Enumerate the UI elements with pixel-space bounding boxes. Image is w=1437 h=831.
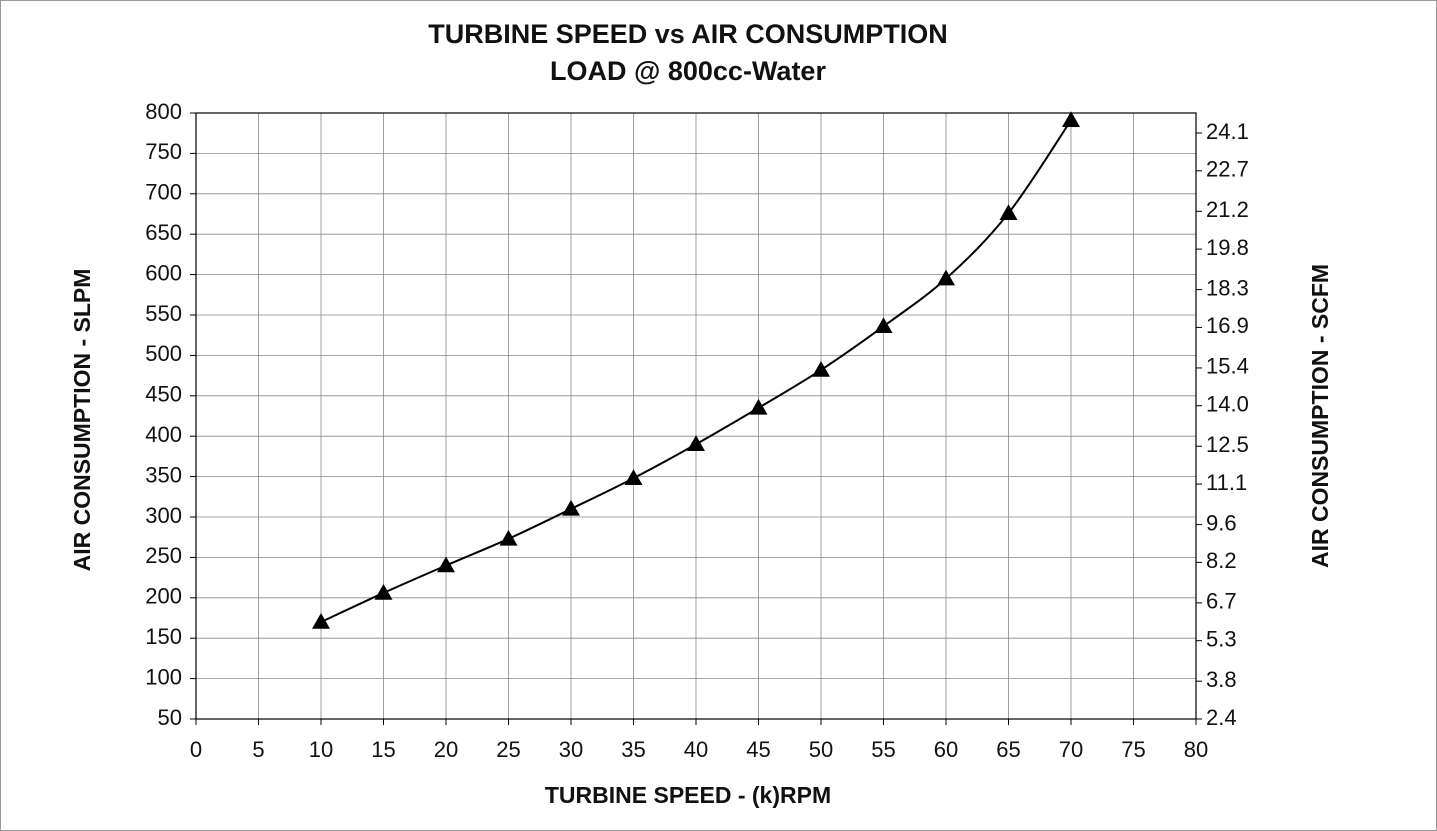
x-tick-label: 40	[684, 737, 708, 762]
y-tick-label: 300	[145, 503, 182, 528]
x-tick-label: 45	[746, 737, 770, 762]
y-tick-label: 600	[145, 260, 182, 285]
y2-tick-label: 2.4	[1206, 705, 1237, 730]
y-axis-label: AIR CONSUMPTION - SLPM	[69, 269, 95, 572]
marker	[812, 360, 830, 377]
y-tick-label: 400	[145, 422, 182, 447]
y-tick-label: 50	[158, 705, 182, 730]
marker	[874, 317, 893, 334]
y2-tick-label: 21.2	[1206, 197, 1249, 222]
marker	[374, 583, 393, 600]
marker	[312, 613, 330, 629]
marker	[687, 435, 705, 452]
plot-border	[195, 112, 1197, 720]
marker	[437, 556, 455, 573]
marker	[624, 469, 643, 485]
y2-tick-label: 22.7	[1206, 157, 1249, 182]
y2-tick-label: 24.1	[1206, 119, 1249, 144]
y2-tick-label: 8.2	[1206, 548, 1237, 573]
y2-tick-label: 19.8	[1206, 235, 1249, 260]
chart-title: TURBINE SPEED vs AIR CONSUMPTION	[428, 19, 948, 49]
y-tick-label: 350	[145, 462, 182, 487]
x-tick-label: 50	[809, 737, 833, 762]
y2-tick-label: 12.5	[1206, 432, 1249, 457]
y2-tick-label: 11.1	[1206, 470, 1247, 495]
y-tick-label: 750	[145, 139, 182, 164]
y-tick-label: 800	[145, 99, 182, 124]
y-tick-label: 550	[145, 301, 182, 326]
y-tick-label: 150	[145, 624, 182, 649]
x-tick-label: 65	[996, 737, 1020, 762]
y-tick-label: 250	[145, 543, 182, 568]
x-tick-label: 80	[1184, 737, 1208, 762]
y-tick-label: 450	[145, 382, 182, 407]
y2-tick-label: 3.8	[1206, 667, 1237, 692]
y2-tick-label: 5.3	[1206, 626, 1237, 651]
x-tick-label: 20	[434, 737, 458, 762]
y-tick-label: 200	[145, 584, 182, 609]
marker	[999, 204, 1018, 220]
y-tick-label: 500	[145, 341, 182, 366]
x-tick-label: 35	[621, 737, 645, 762]
y-tick-label: 100	[145, 664, 182, 689]
marker	[562, 499, 580, 516]
y-tick-label: 650	[145, 220, 182, 245]
y2-tick-label: 14.0	[1206, 392, 1249, 417]
x-tick-label: 75	[1121, 737, 1145, 762]
x-tick-label: 60	[934, 737, 958, 762]
y2-tick-label: 18.3	[1206, 275, 1249, 300]
y2-tick-label: 9.6	[1206, 510, 1237, 535]
y2-tick-label: 15.4	[1206, 354, 1249, 379]
x-tick-label: 55	[871, 737, 895, 762]
chart-subtitle: LOAD @ 800cc-Water	[550, 56, 826, 86]
x-axis-label: TURBINE SPEED - (k)RPM	[545, 782, 831, 808]
x-tick-label: 0	[190, 737, 202, 762]
marker	[749, 398, 768, 415]
marker	[499, 529, 518, 546]
x-tick-label: 70	[1059, 737, 1083, 762]
marker	[1062, 111, 1080, 128]
marker	[937, 269, 955, 286]
y2-tick-label: 6.7	[1206, 589, 1237, 614]
y2-tick-label: 16.9	[1206, 313, 1249, 338]
x-tick-label: 25	[496, 737, 520, 762]
y-tick-label: 700	[145, 180, 182, 205]
x-tick-label: 30	[559, 737, 583, 762]
x-tick-label: 5	[252, 737, 264, 762]
x-tick-label: 15	[371, 737, 395, 762]
x-tick-label: 10	[309, 737, 333, 762]
y2-axis-label: AIR CONSUMPTION - SCFM	[1307, 264, 1333, 568]
